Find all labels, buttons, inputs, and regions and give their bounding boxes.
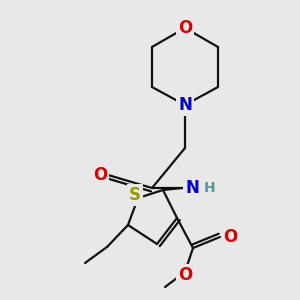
Text: N: N	[185, 179, 199, 197]
Text: O: O	[93, 166, 107, 184]
Text: O: O	[178, 266, 192, 284]
Text: S: S	[129, 186, 141, 204]
Text: O: O	[178, 19, 192, 37]
Text: O: O	[223, 228, 237, 246]
Text: N: N	[178, 96, 192, 114]
Text: H: H	[204, 181, 216, 195]
